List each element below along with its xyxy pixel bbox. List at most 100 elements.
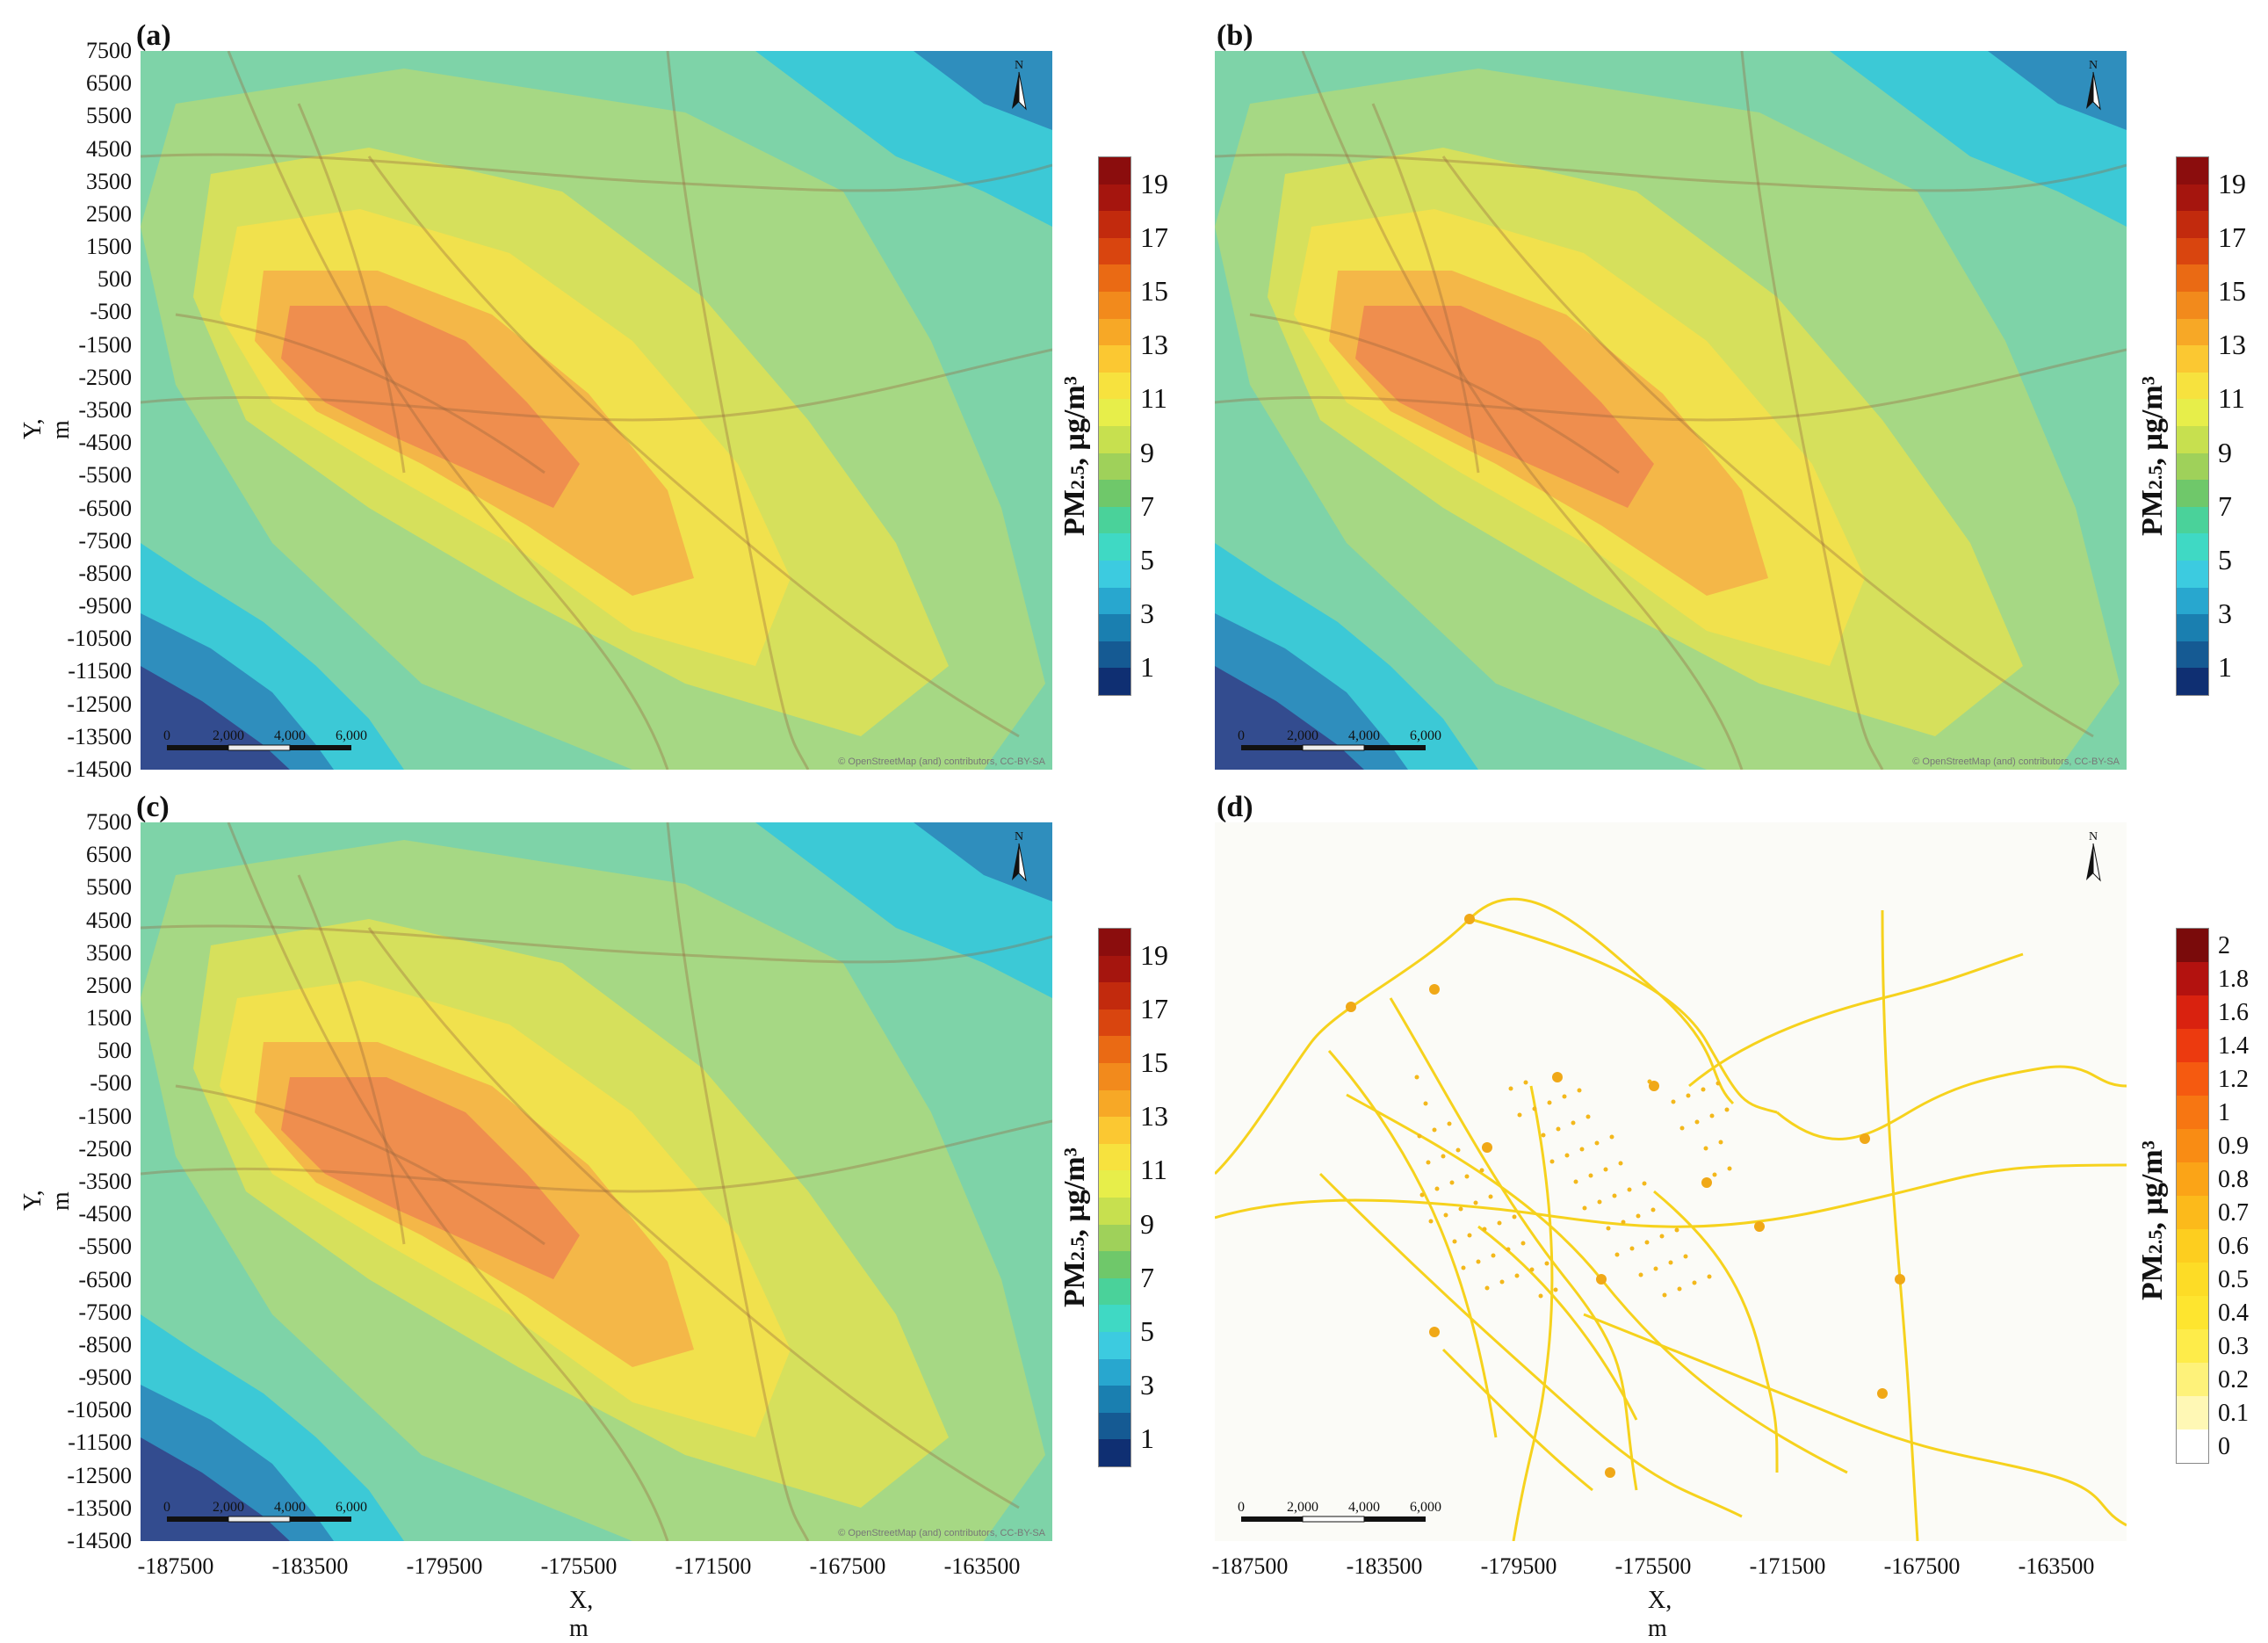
heatmap-a: 0 2,000 4,000 6,000 N © OpenStreetMap (and) c…: [141, 51, 1052, 770]
road-increment-dot: [1532, 1106, 1537, 1111]
y-tick-label: -500: [90, 299, 132, 325]
north-label: N: [2089, 59, 2098, 72]
colorbar-segment: [2177, 452, 2208, 481]
road-increment-dot: [1452, 1239, 1457, 1244]
road-increment-dot: [1703, 1146, 1708, 1151]
y-tick-label: -9500: [78, 1364, 132, 1391]
colorbar-segment: [2177, 962, 2208, 995]
road-increment-dot: [1707, 1274, 1712, 1279]
colorbar-segment: [1099, 211, 1130, 238]
y-tick-label: -8500: [78, 560, 132, 586]
colorbar-tick-label: 0.7: [2218, 1198, 2249, 1227]
colorbar-segment: [1099, 264, 1130, 292]
road-increment-dot: [1679, 1125, 1685, 1131]
x-tick-label: -187500: [137, 1553, 214, 1579]
y-tick-label: 5500: [86, 103, 132, 129]
y-tick-label: -6500: [78, 1266, 132, 1292]
y-tick-label: -13500: [67, 723, 132, 749]
colorbar-segment: [1099, 157, 1130, 185]
road-increment-dot: [1549, 1159, 1555, 1164]
colorbar-segment: [2177, 929, 2208, 962]
colorbar-segment: [1099, 560, 1130, 588]
scale-bar-label: 0: [1238, 1500, 1245, 1515]
y-tick-label: -12500: [67, 1462, 132, 1488]
road-increment-dot: [1506, 1247, 1511, 1252]
north-arrow-icon: N: [2086, 59, 2101, 111]
colorbar-segment: [2177, 1029, 2208, 1062]
x-tick-label: -179500: [406, 1553, 483, 1579]
contour-band-low: [1988, 51, 2127, 130]
road-increment-dot: [1636, 1213, 1641, 1219]
colorbar-segment: [2177, 237, 2208, 265]
colorbar-tick-label: 11: [1140, 1154, 1167, 1186]
basemap-road: [367, 156, 1020, 738]
colorbar-segment: [1099, 480, 1130, 507]
scale-bar-label: 0: [163, 1500, 170, 1515]
road-increment-line: [1881, 909, 1919, 1541]
north-label: N: [1015, 830, 1023, 843]
colorbar-tick-label: 19: [2218, 167, 2246, 199]
road-increment-dot: [1479, 1168, 1484, 1173]
colorbar-tick-label: 0.3: [2218, 1332, 2249, 1360]
y-tick-label: 4500: [86, 135, 132, 162]
road-increment-line: [1327, 1050, 1498, 1438]
colorbar-segment: [2177, 211, 2208, 238]
colorbar-segment: [1099, 425, 1130, 453]
colorbar-segment: [2177, 184, 2208, 212]
contour-band-low: [914, 822, 1052, 901]
scale-bar-label: 4,000: [274, 728, 306, 743]
colorbar-segment: [2177, 587, 2208, 615]
colorbar-segment: [1099, 1009, 1130, 1037]
road-increment-dot: [1727, 1166, 1732, 1171]
colorbar-segment: [1099, 982, 1130, 1010]
colorbar-tick-label: 13: [1140, 1100, 1168, 1133]
scale-bar-label: 6,000: [336, 1500, 367, 1515]
colorbar-tick-label: 5: [1140, 544, 1154, 575]
y-tick-label: -2500: [78, 1135, 132, 1162]
road-increment-line: [1389, 997, 1638, 1491]
colorbar-segment: [1099, 1062, 1130, 1090]
basemap-background: [1215, 822, 2127, 1541]
y-tick-label: -4500: [78, 1201, 132, 1227]
road-increment-line: [1469, 917, 1778, 1114]
junction-hotspot: [1596, 1274, 1607, 1285]
colorbar-tick-label: 2: [2218, 931, 2230, 959]
road-increment-dot: [1582, 1205, 1587, 1211]
concentration-map-a: 0 2,000 4,000 6,000 N © OpenStreetMap (and) c…: [141, 51, 1052, 770]
colorbar-b: [2176, 156, 2209, 696]
colorbar-tick-label: 1.6: [2218, 998, 2249, 1026]
junction-hotspot: [1605, 1467, 1615, 1478]
basemap-road: [1740, 51, 1884, 770]
junction-hotspot: [1649, 1081, 1659, 1091]
road-increment-line: [1441, 1348, 1593, 1492]
north-label: N: [2089, 830, 2098, 843]
basemap-road: [141, 1119, 1052, 1193]
y-tick-label: -14500: [67, 756, 132, 782]
junction-hotspot: [1482, 1142, 1492, 1153]
x-axis-title-d: X, m: [1648, 1587, 1672, 1642]
colorbar-segment: [2177, 995, 2208, 1029]
road-increment-dot: [1443, 1212, 1448, 1218]
road-increment-dot: [1434, 1186, 1440, 1191]
colorbar-segment: [2177, 1096, 2208, 1129]
road-increment-dot: [1709, 1113, 1715, 1118]
y-tick-label: -1500: [78, 1103, 132, 1129]
colorbar-segment: [2177, 399, 2208, 426]
colorbar-tick-label: 1: [2218, 1098, 2230, 1126]
road-increment-dot: [1556, 1126, 1561, 1132]
contour-band-low: [1215, 666, 1364, 770]
colorbar-segment: [1099, 1036, 1130, 1063]
x-tick-label: -179500: [1480, 1553, 1557, 1579]
colorbar-segment: [2177, 157, 2208, 185]
colorbar-segment: [1099, 1386, 1130, 1413]
junction-hotspot: [1429, 1327, 1440, 1337]
colorbar-segment: [1099, 318, 1130, 346]
road-increment-dot: [1464, 1174, 1470, 1179]
colorbar-segment: [1099, 1251, 1130, 1278]
road-increment-dot: [1484, 1285, 1490, 1291]
x-tick-label: -187500: [1211, 1553, 1289, 1579]
road-increment-dot: [1538, 1293, 1543, 1299]
colorbar-tick-label: 0.9: [2218, 1132, 2249, 1160]
colorbar-segment: [1099, 1305, 1130, 1332]
road-increment-dot: [1547, 1100, 1552, 1105]
